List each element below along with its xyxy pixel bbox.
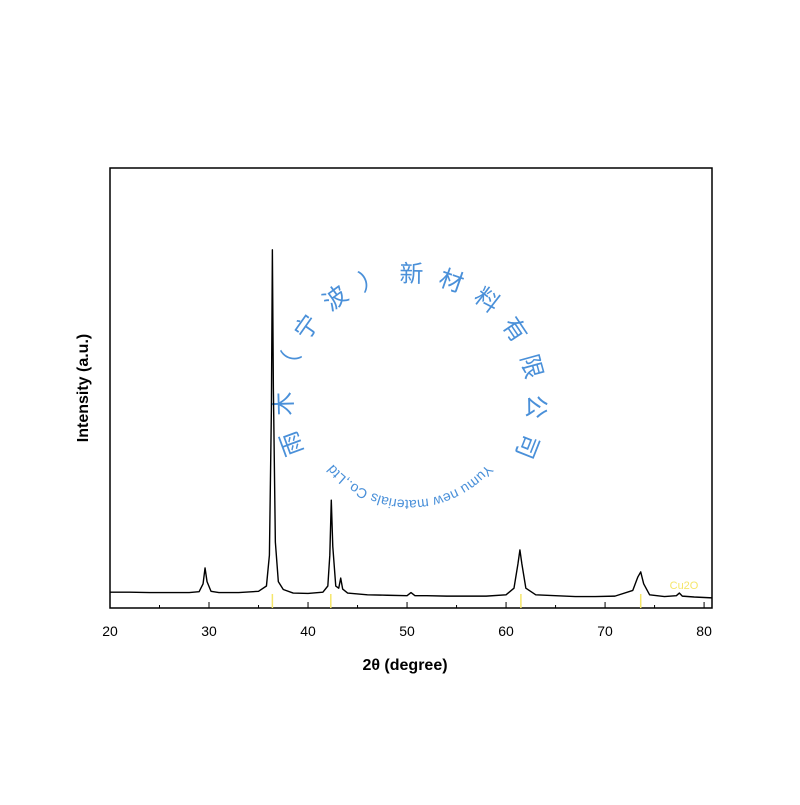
watermark-cn: 雨木（宁波）新材料有限公司 <box>271 261 550 462</box>
y-axis-label: Intensity (a.u.) <box>75 334 92 442</box>
watermark-en: Yumu new materials Co.,Ltd <box>323 462 496 513</box>
watermark-cn-path: 雨木（宁波）新材料有限公司 <box>271 261 550 462</box>
plot-frame <box>109 167 713 609</box>
x-tick-label: 20 <box>102 623 118 639</box>
watermark-en-path: Yumu new materials Co.,Ltd <box>323 462 496 513</box>
x-tick-label: 70 <box>597 623 613 639</box>
x-tick-label: 40 <box>300 623 316 639</box>
x-tick-label: 50 <box>399 623 415 639</box>
x-tick-label: 80 <box>696 623 712 639</box>
x-tick-label: 30 <box>201 623 217 639</box>
x-tick-label: 60 <box>498 623 514 639</box>
xrd-line <box>110 249 713 599</box>
reference-label: Cu2O <box>670 580 699 592</box>
x-axis-label: 2θ (degree) <box>362 657 447 674</box>
